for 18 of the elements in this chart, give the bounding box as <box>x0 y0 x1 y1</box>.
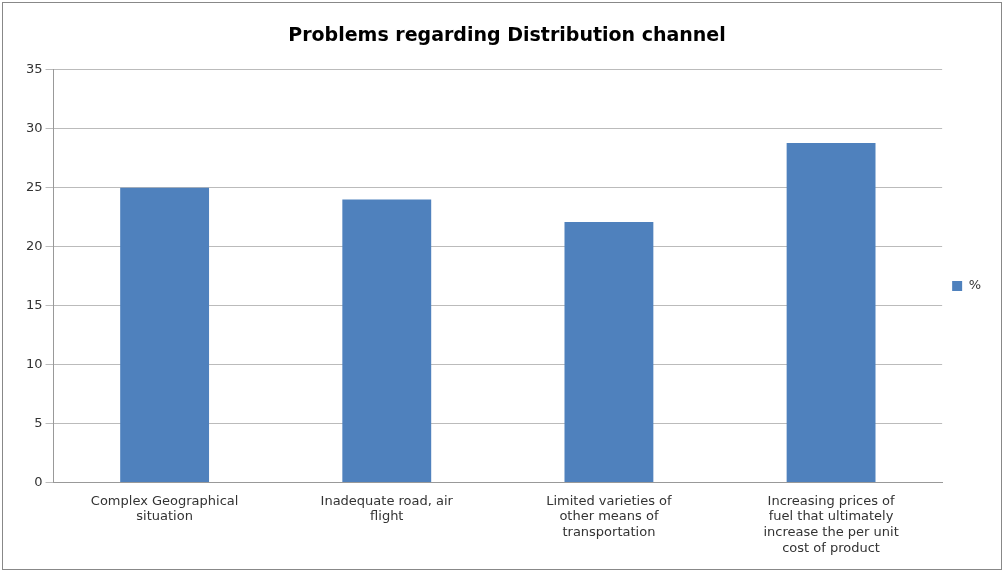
y-tick-label: 10 <box>26 356 43 372</box>
bar <box>786 142 876 483</box>
y-tick-label: 35 <box>26 61 43 77</box>
y-tick-label: 25 <box>26 179 43 195</box>
legend-label: % <box>968 277 982 293</box>
x-tick-label: Inadequate road, air flight <box>320 492 454 524</box>
bar <box>342 199 432 483</box>
x-tick-label: Increasing prices of fuel that ultimately increase the per unit cost of product <box>763 492 899 555</box>
y-tick-label: 0 <box>34 473 43 489</box>
y-tick-label: 20 <box>26 238 43 254</box>
bar <box>120 187 210 483</box>
y-tick-label: 15 <box>26 297 43 313</box>
y-tick-label: 30 <box>26 120 43 136</box>
y-tick-label: 5 <box>34 415 43 430</box>
x-tick-label: Complex Geographical situation <box>90 492 239 524</box>
chart-title: Problems regarding Distribution channel <box>288 23 726 46</box>
bar <box>564 221 654 483</box>
x-tick-label: Limited varieties of other means of transportation <box>546 492 673 539</box>
